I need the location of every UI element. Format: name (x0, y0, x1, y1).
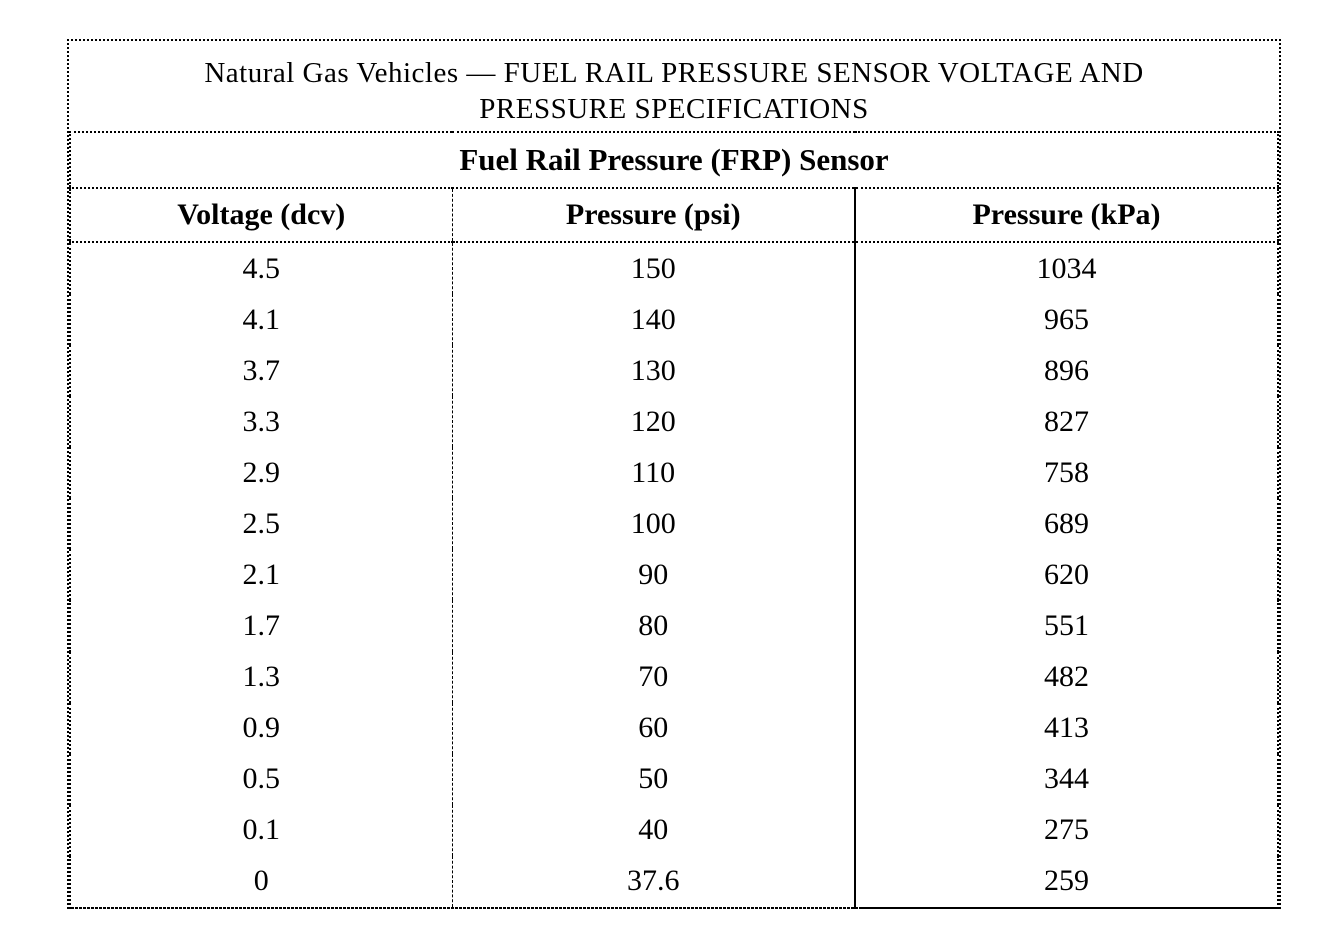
pressure-psi-value: 130 (452, 345, 856, 397)
pressure-psi-value: 120 (452, 396, 856, 448)
pressure-kpa-value: 620 (1044, 557, 1089, 591)
pressure-kpa-value: 965 (1044, 302, 1089, 336)
pressure-kpa-value: 275 (1044, 813, 1089, 847)
page-title-line1: Natural Gas Vehicles — FUEL RAIL PRESSUR… (204, 57, 1144, 89)
voltage-value: 2.5 (70, 498, 453, 550)
table-row: 1.7 80 551 (70, 600, 1278, 652)
page-title: Natural Gas Vehicles — FUEL RAIL PRESSUR… (69, 41, 1279, 131)
pressure-kpa-value: 1034 (1036, 251, 1097, 285)
pressure-kpa-value: 551 (1044, 608, 1089, 642)
pressure-psi-value: 37.6 (452, 855, 856, 908)
voltage-value: 1.3 (70, 651, 453, 703)
table-row: 3.7 130 896 (70, 345, 1278, 397)
table-row: 4.5 150 1034 (70, 242, 1278, 295)
voltage-value: 2.1 (70, 549, 453, 601)
table-row: 0.5 50 344 (70, 753, 1278, 805)
voltage-value: 0.1 (70, 804, 453, 856)
table-row: 2.5 100 689 (70, 498, 1278, 550)
table-row: 3.3 120 827 (70, 396, 1278, 448)
pressure-psi-value: 140 (452, 294, 856, 346)
voltage-value: 0.9 (70, 702, 453, 754)
pressure-kpa-value: 689 (1044, 506, 1089, 540)
voltage-value: 0.5 (70, 753, 453, 805)
pressure-psi-value: 60 (452, 702, 856, 754)
voltage-value: 2.9 (70, 447, 453, 499)
pressure-kpa-value: 482 (1044, 660, 1089, 694)
pressure-kpa-value: 344 (1044, 762, 1089, 796)
voltage-value: 3.7 (70, 345, 453, 397)
pressure-psi-value: 80 (452, 600, 856, 652)
spec-outer-box: Natural Gas Vehicles — FUEL RAIL PRESSUR… (67, 39, 1281, 909)
table-row: 0.9 60 413 (70, 702, 1278, 754)
pressure-kpa-value: 896 (1044, 353, 1089, 387)
voltage-value: 4.5 (70, 242, 453, 295)
page-title-line2: PRESSURE SPECIFICATIONS (479, 93, 869, 125)
pressure-kpa-value: 758 (1044, 455, 1089, 489)
pressure-psi-value: 100 (452, 498, 856, 550)
pressure-kpa-value: 413 (1044, 711, 1089, 745)
table-row: 0 37.6 259 (70, 855, 1278, 908)
table-row: 2.1 90 620 (70, 549, 1278, 601)
voltage-value: 1.7 (70, 600, 453, 652)
voltage-value: 3.3 (70, 396, 453, 448)
table-row: 4.1 140 965 (70, 294, 1278, 346)
pressure-kpa-value: 827 (1044, 404, 1089, 438)
column-header-pressure-psi: Pressure (psi) (452, 188, 856, 243)
pressure-psi-value: 50 (452, 753, 856, 805)
table-row: 2.9 110 758 (70, 447, 1278, 499)
pressure-psi-value: 150 (452, 242, 856, 295)
table-caption: Fuel Rail Pressure (FRP) Sensor (70, 132, 1278, 189)
voltage-value: 0 (70, 855, 453, 908)
table-header-row: Voltage (dcv) Pressure (psi) Pressure (k… (70, 188, 1278, 243)
table-caption-row: Fuel Rail Pressure (FRP) Sensor (70, 132, 1278, 189)
voltage-value: 4.1 (70, 294, 453, 346)
table-row: 0.1 40 275 (70, 804, 1278, 856)
column-header-pressure-kpa: Pressure (kPa) (855, 188, 1278, 243)
pressure-kpa-value: 259 (1044, 864, 1089, 898)
column-header-voltage-dcv: Voltage (dcv) (70, 188, 453, 243)
pressure-psi-value: 90 (452, 549, 856, 601)
pressure-psi-value: 110 (452, 447, 856, 499)
table-body: 4.5 150 1034 4.1 140 965 3.7 130 896 3.3 120 827 2.9… (70, 242, 1278, 908)
pressure-psi-value: 70 (452, 651, 856, 703)
table-row: 1.3 70 482 (70, 651, 1278, 703)
pressure-psi-value: 40 (452, 804, 856, 856)
frp-sensor-table: Fuel Rail Pressure (FRP) Sensor Voltage … (69, 131, 1279, 909)
